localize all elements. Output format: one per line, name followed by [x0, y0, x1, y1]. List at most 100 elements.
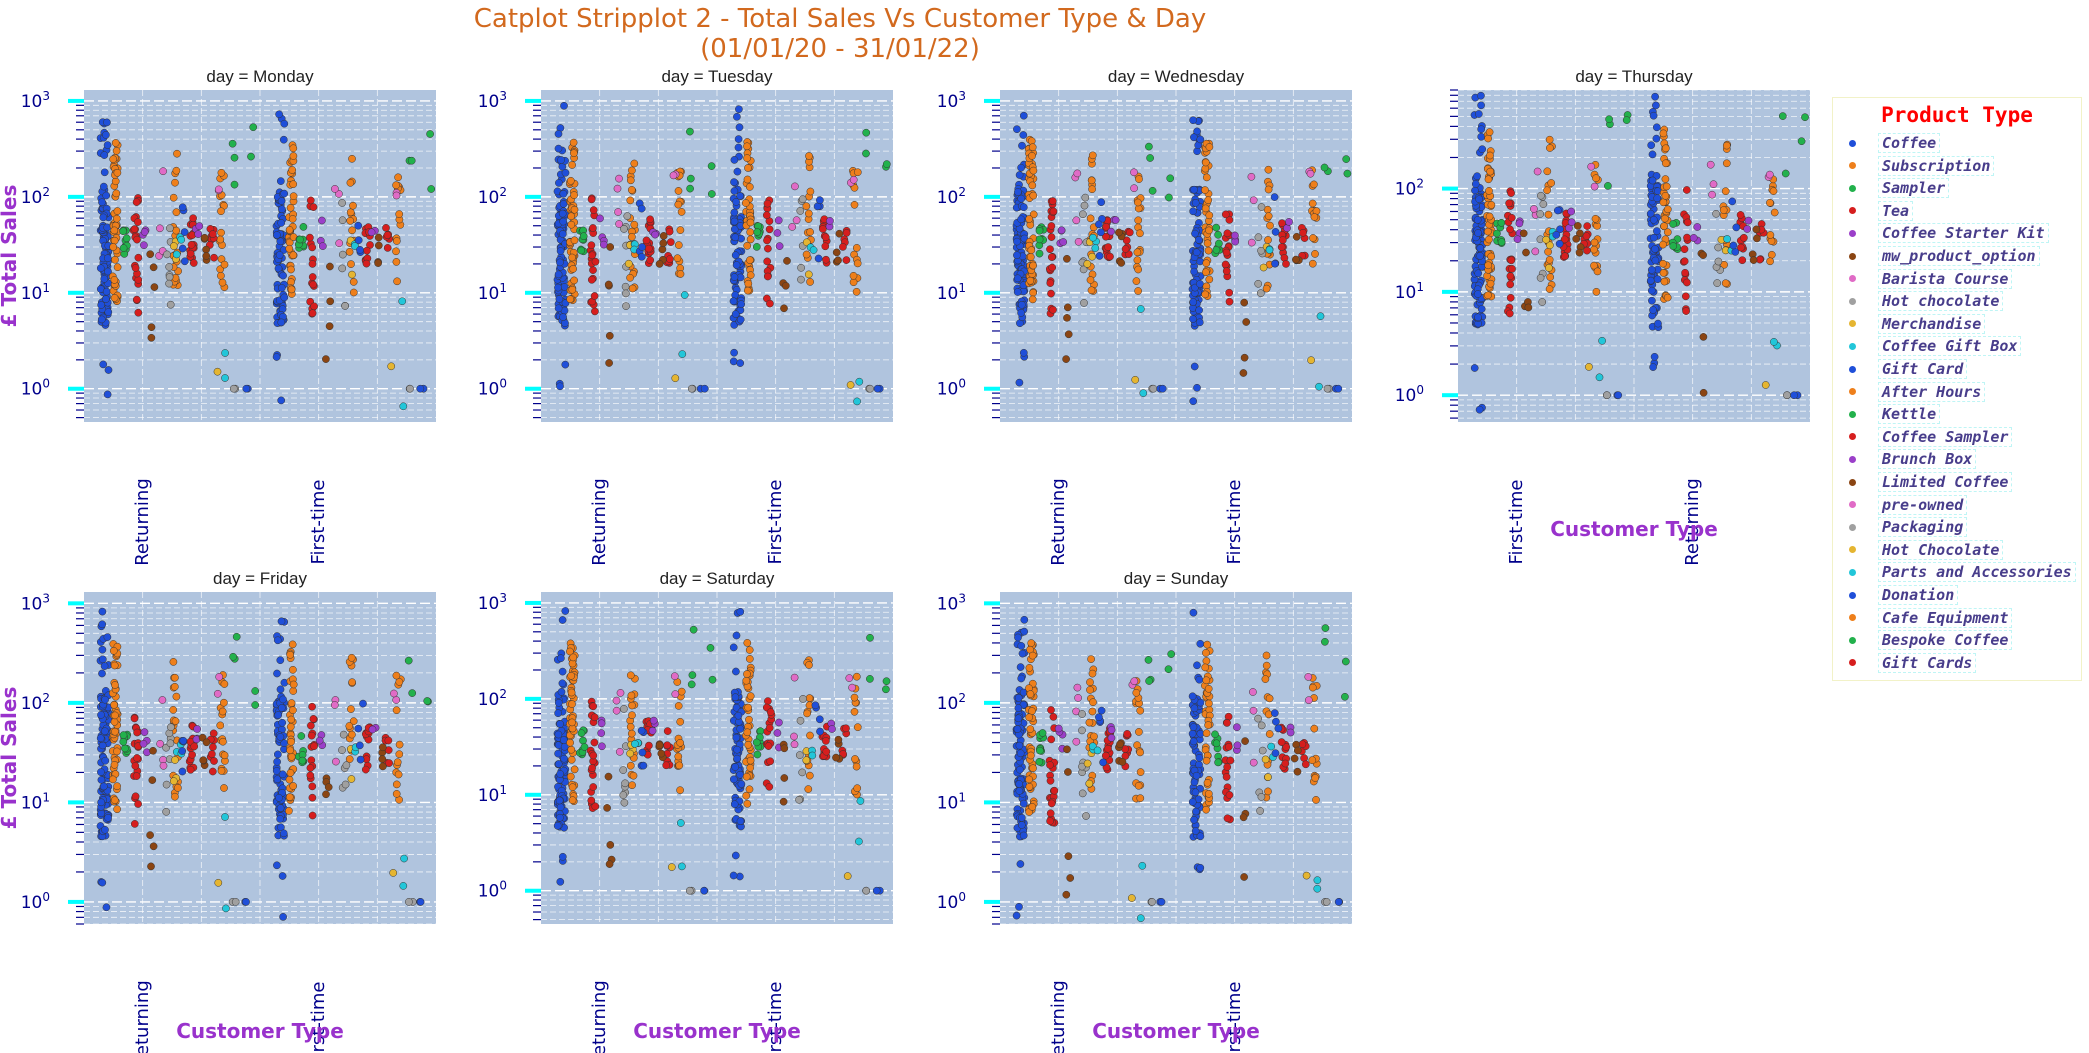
data-point — [687, 384, 696, 393]
data-point — [848, 683, 856, 692]
data-point — [559, 189, 568, 198]
data-point — [1202, 676, 1211, 685]
data-point — [399, 882, 408, 890]
data-point — [1027, 246, 1036, 255]
data-point — [383, 244, 392, 252]
data-point — [1130, 184, 1138, 193]
data-point — [1202, 173, 1211, 182]
data-point — [1046, 245, 1054, 254]
data-point — [1102, 222, 1111, 231]
data-point — [620, 705, 628, 713]
data-point — [1212, 223, 1221, 232]
data-point — [1680, 257, 1689, 266]
data-point — [338, 216, 347, 225]
data-point — [731, 251, 740, 260]
data-point — [1556, 225, 1564, 234]
data-point — [566, 738, 574, 747]
data-point — [1097, 198, 1106, 207]
data-point — [1254, 714, 1262, 723]
data-point — [1471, 180, 1480, 188]
data-point — [1471, 186, 1479, 195]
data-point — [766, 757, 775, 766]
data-point — [98, 645, 107, 654]
data-point — [408, 689, 417, 697]
data-point — [1047, 706, 1055, 714]
data-point — [1749, 256, 1758, 264]
data-point — [171, 178, 179, 187]
data-point — [1028, 803, 1037, 811]
data-point — [1660, 277, 1669, 286]
data-point — [732, 631, 741, 640]
data-point — [1652, 123, 1661, 132]
data-point — [1476, 244, 1485, 253]
data-point — [1651, 92, 1659, 101]
data-point — [730, 273, 739, 281]
data-point — [1722, 159, 1731, 168]
data-point — [1311, 774, 1320, 782]
data-point — [202, 252, 211, 260]
x-axis-label: Customer Type — [176, 1019, 344, 1043]
data-point — [1308, 683, 1317, 692]
data-point — [666, 238, 675, 246]
data-point — [1649, 306, 1657, 314]
data-point — [630, 220, 639, 229]
data-point — [866, 384, 874, 393]
data-point — [1561, 252, 1569, 261]
data-point — [631, 740, 639, 748]
data-point — [277, 617, 286, 626]
data-point — [338, 746, 346, 754]
data-point — [1074, 694, 1082, 702]
data-point — [1653, 194, 1662, 203]
data-point — [795, 795, 803, 804]
legend-marker — [1849, 410, 1856, 418]
y-tick-label: 102 — [478, 185, 507, 208]
data-point — [624, 259, 633, 268]
data-point — [746, 235, 755, 244]
data-point — [1111, 216, 1120, 224]
data-point — [273, 750, 282, 759]
data-point — [1016, 860, 1025, 868]
data-point — [280, 293, 289, 302]
data-point — [763, 236, 771, 245]
data-point — [620, 225, 628, 233]
data-point — [1477, 101, 1485, 110]
data-point — [97, 776, 106, 784]
data-point — [285, 775, 294, 784]
data-point — [1047, 222, 1056, 230]
data-point — [736, 770, 744, 779]
data-point — [199, 756, 208, 765]
y-tick-label: 101 — [937, 281, 966, 304]
data-point — [568, 796, 577, 805]
data-point — [676, 226, 685, 234]
data-point — [213, 689, 222, 698]
data-point — [99, 360, 108, 369]
chart-title-line1: Catplot Stripplot 2 - Total Sales Vs Cus… — [473, 4, 1207, 34]
data-point — [700, 384, 709, 393]
data-point — [1477, 91, 1485, 100]
legend-label: Merchandise — [1878, 313, 1986, 334]
data-point — [852, 244, 861, 252]
legend-marker — [1849, 184, 1856, 192]
data-point — [112, 147, 121, 155]
data-point — [287, 285, 296, 294]
data-point — [806, 187, 815, 196]
y-tick-label: 102 — [21, 691, 50, 714]
data-point — [561, 360, 570, 369]
data-point — [169, 777, 178, 785]
data-point — [324, 783, 333, 791]
data-point — [395, 210, 404, 218]
data-point — [850, 693, 859, 702]
y-axis-label: £ Total Sales — [0, 185, 21, 328]
legend-label: Barista Course — [1878, 268, 2013, 289]
data-point — [780, 774, 789, 782]
data-point — [188, 750, 196, 759]
data-point — [218, 707, 227, 716]
data-point — [646, 256, 655, 265]
data-point — [1202, 729, 1211, 738]
data-point — [673, 254, 682, 263]
data-point — [1669, 242, 1678, 250]
x-tick-label: First-time — [308, 981, 329, 1053]
data-point — [1233, 741, 1242, 750]
y-tick-label: 100 — [937, 377, 966, 400]
data-point — [1506, 293, 1515, 302]
